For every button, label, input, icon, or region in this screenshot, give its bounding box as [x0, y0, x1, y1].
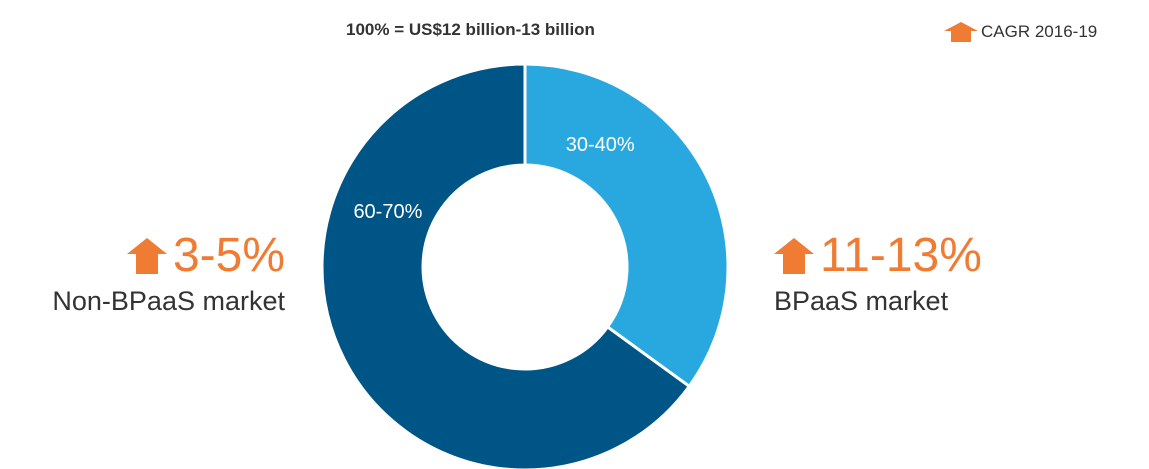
bpaas-growth-value: 11-13% — [820, 229, 982, 282]
slice-value-label: 60-70% — [353, 201, 422, 223]
non-bpaas-label: Non-BPaaS market — [52, 286, 285, 316]
chart-title: 100% = US$12 billion-13 billion — [346, 20, 595, 39]
non-bpaas-growth: 3-5% — [52, 232, 285, 280]
bpaas-growth: 11-13% — [774, 232, 982, 280]
bpaas-callout: 11-13% BPaaS market — [774, 232, 982, 317]
non-bpaas-growth-value: 3-5% — [172, 229, 285, 282]
slice-bpaas-market — [523, 62, 730, 389]
up-arrow-icon — [126, 238, 167, 274]
up-arrow-icon — [774, 238, 814, 274]
bpaas-label: BPaaS market — [774, 286, 949, 316]
up-arrow-icon — [944, 22, 978, 42]
non-bpaas-callout: 3-5% Non-BPaaS market — [52, 232, 285, 317]
slice-non-bpaas-market — [320, 62, 692, 469]
legend: CAGR 2016-19 — [944, 22, 1097, 42]
legend-label: CAGR 2016-19 — [981, 22, 1098, 41]
slice-value-label: 30-40% — [566, 134, 635, 156]
